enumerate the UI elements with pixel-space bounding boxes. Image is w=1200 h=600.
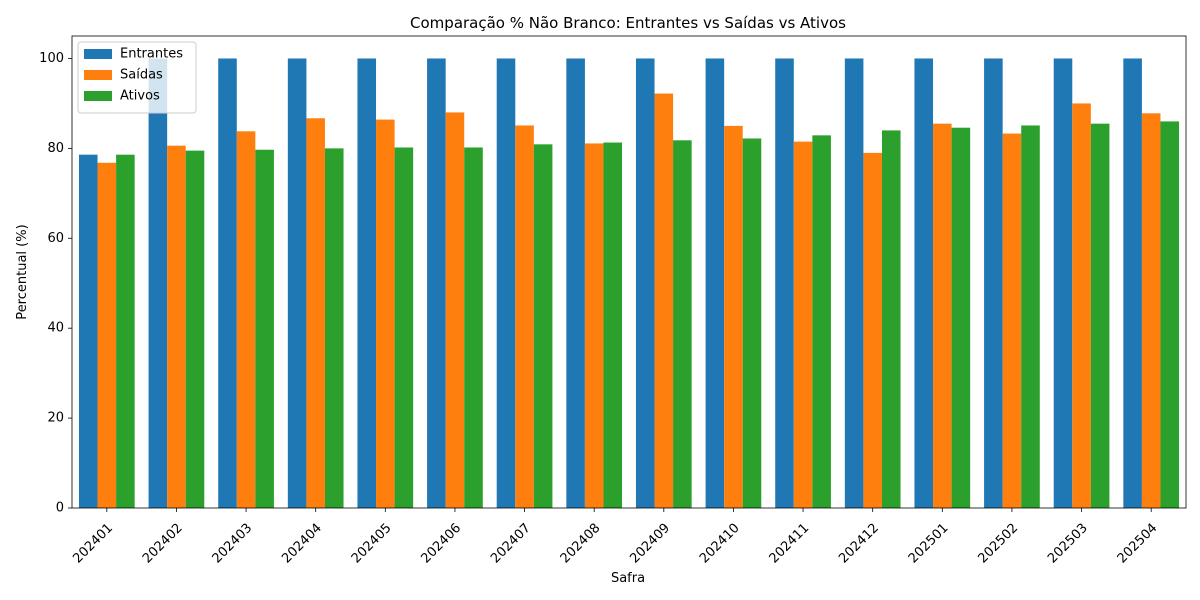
bar-ativos-202410 [742,138,762,509]
x-tick-label: 202406 [419,521,465,567]
x-tick-label: 202404 [279,521,325,567]
bar-entrantes-202403 [218,58,237,508]
bars-group [78,58,1180,509]
bar-entrantes-202408 [566,58,585,508]
bar-entrantes-202503 [1053,58,1073,508]
bar-ativos-202411 [812,135,831,508]
y-tick-label: 60 [47,231,64,246]
bar-ativos-202504 [1160,121,1180,508]
bar-ativos-202401 [116,154,135,509]
y-tick-label: 80 [47,141,64,156]
legend-label: Saídas [120,68,163,83]
legend: Entrantes Saídas Ativos [77,41,197,114]
bar-ativos-202402 [185,150,205,508]
bar-sadas-202410 [724,125,743,509]
bar-ativos-202404 [324,148,344,508]
x-axis-label: Safra [611,571,645,586]
bar-entrantes-202405 [357,58,377,508]
bar-entrantes-202401 [78,154,98,509]
x-tick-label: 202501 [906,521,952,567]
x-tick-label: 202503 [1045,521,1091,567]
legend-label: Entrantes [120,47,183,62]
bar-sadas-202411 [793,141,813,508]
bar-entrantes-202402 [148,58,168,508]
bar-sadas-202503 [1072,103,1091,509]
bar-ativos-202501 [951,127,971,508]
x-tick-label: 202410 [697,521,743,567]
legend-swatch [84,70,112,80]
chart-title: Comparação % Não Branco: Entrantes vs Sa… [410,14,846,32]
bar-sadas-202404 [306,118,325,508]
bar-ativos-202503 [1090,123,1110,508]
y-tick-label: 0 [56,501,64,516]
bar-ativos-202409 [673,140,692,509]
bar-entrantes-202410 [705,58,725,508]
bar-entrantes-202404 [287,58,307,508]
bar-sadas-202502 [1002,133,1022,509]
y-axis-label: Percentual (%) [15,224,30,319]
bar-ativos-202406 [464,147,483,509]
bar-entrantes-202409 [635,58,655,508]
legend-swatch [84,91,112,101]
bar-sadas-202409 [654,93,674,508]
x-tick-label: 202502 [976,521,1022,567]
bar-entrantes-202502 [984,58,1003,508]
bar-sadas-202402 [167,145,186,508]
bar-ativos-202405 [394,147,414,509]
x-tick-label: 202401 [70,521,116,567]
bar-entrantes-202406 [427,58,446,508]
bar-sadas-202504 [1141,113,1161,508]
bar-entrantes-202504 [1123,58,1142,508]
bar-sadas-202412 [863,152,882,508]
legend-label: Ativos [120,89,160,104]
bar-ativos-202502 [1021,125,1040,509]
bar-sadas-202401 [97,162,117,508]
bar-ativos-202408 [603,142,623,509]
bar-sadas-202405 [376,119,395,509]
x-tick-label: 202403 [210,521,256,567]
x-tick-label: 202409 [627,521,673,567]
bar-ativos-202403 [255,149,274,509]
bar-ativos-202407 [533,144,553,508]
x-axis-ticks: 202401 202402 202403 202404 202405 202406 2024… [70,508,1160,566]
bar-ativos-202412 [881,130,901,508]
bar-entrantes-202501 [914,58,934,508]
bar-sadas-202406 [445,112,465,509]
y-tick-label: 100 [39,51,64,66]
bar-sadas-202407 [515,125,534,509]
x-tick-label: 202407 [488,521,534,567]
x-tick-label: 202402 [140,521,186,567]
plot-frame [71,35,1187,509]
bar-sadas-202403 [236,131,256,509]
x-tick-label: 202411 [767,521,813,567]
legend-swatch [84,49,112,59]
y-axis-ticks: 0 20 40 60 80 100 [39,51,72,516]
x-tick-label: 202405 [349,521,395,567]
x-tick-label: 202408 [558,521,604,567]
bar-entrantes-202407 [496,58,516,508]
bar-sadas-202408 [584,143,604,508]
bar-entrantes-202412 [844,58,864,508]
bar-sadas-202501 [933,123,952,508]
y-tick-label: 40 [47,321,64,336]
x-tick-label: 202504 [1115,521,1161,567]
bar-entrantes-202411 [775,58,794,508]
x-tick-label: 202412 [836,521,882,567]
y-tick-label: 20 [47,411,64,426]
